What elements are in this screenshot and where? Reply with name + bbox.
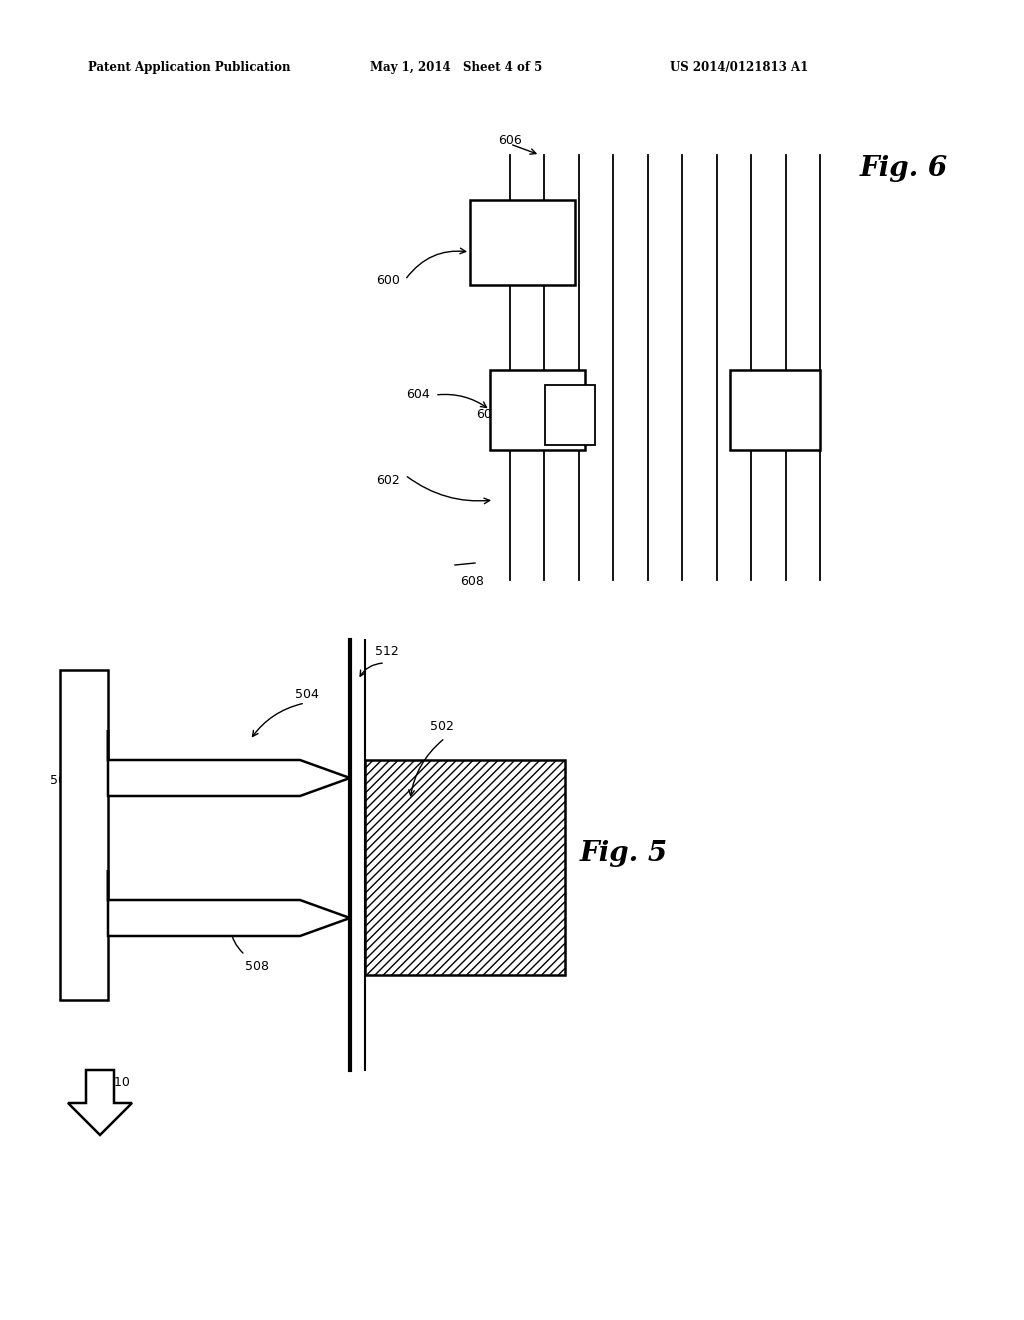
Text: 512: 512 — [375, 645, 398, 657]
Text: 606: 606 — [790, 384, 814, 396]
Text: May 1, 2014   Sheet 4 of 5: May 1, 2014 Sheet 4 of 5 — [370, 62, 543, 74]
Text: 502: 502 — [430, 719, 454, 733]
Text: 606: 606 — [476, 408, 500, 421]
Polygon shape — [108, 730, 350, 796]
Polygon shape — [108, 870, 350, 936]
Text: 602: 602 — [376, 474, 400, 487]
Text: 606: 606 — [498, 135, 522, 147]
Text: 600: 600 — [376, 273, 400, 286]
Bar — [545, 385, 595, 445]
Text: Patent Application Publication: Patent Application Publication — [88, 62, 291, 74]
Text: 504: 504 — [295, 688, 318, 701]
Bar — [60, 671, 108, 1001]
Text: 608: 608 — [460, 576, 484, 587]
Text: 506: 506 — [50, 774, 74, 787]
Text: US 2014/0121813 A1: US 2014/0121813 A1 — [670, 62, 808, 74]
Bar — [365, 760, 565, 975]
Bar — [730, 370, 820, 450]
Bar — [490, 370, 585, 450]
Bar — [470, 201, 575, 285]
Text: 604: 604 — [407, 388, 430, 401]
Text: 508: 508 — [245, 960, 269, 973]
Polygon shape — [68, 1071, 132, 1135]
Text: Fig. 5: Fig. 5 — [580, 840, 668, 867]
Text: 510: 510 — [106, 1076, 130, 1089]
Text: Fig. 6: Fig. 6 — [860, 154, 948, 182]
